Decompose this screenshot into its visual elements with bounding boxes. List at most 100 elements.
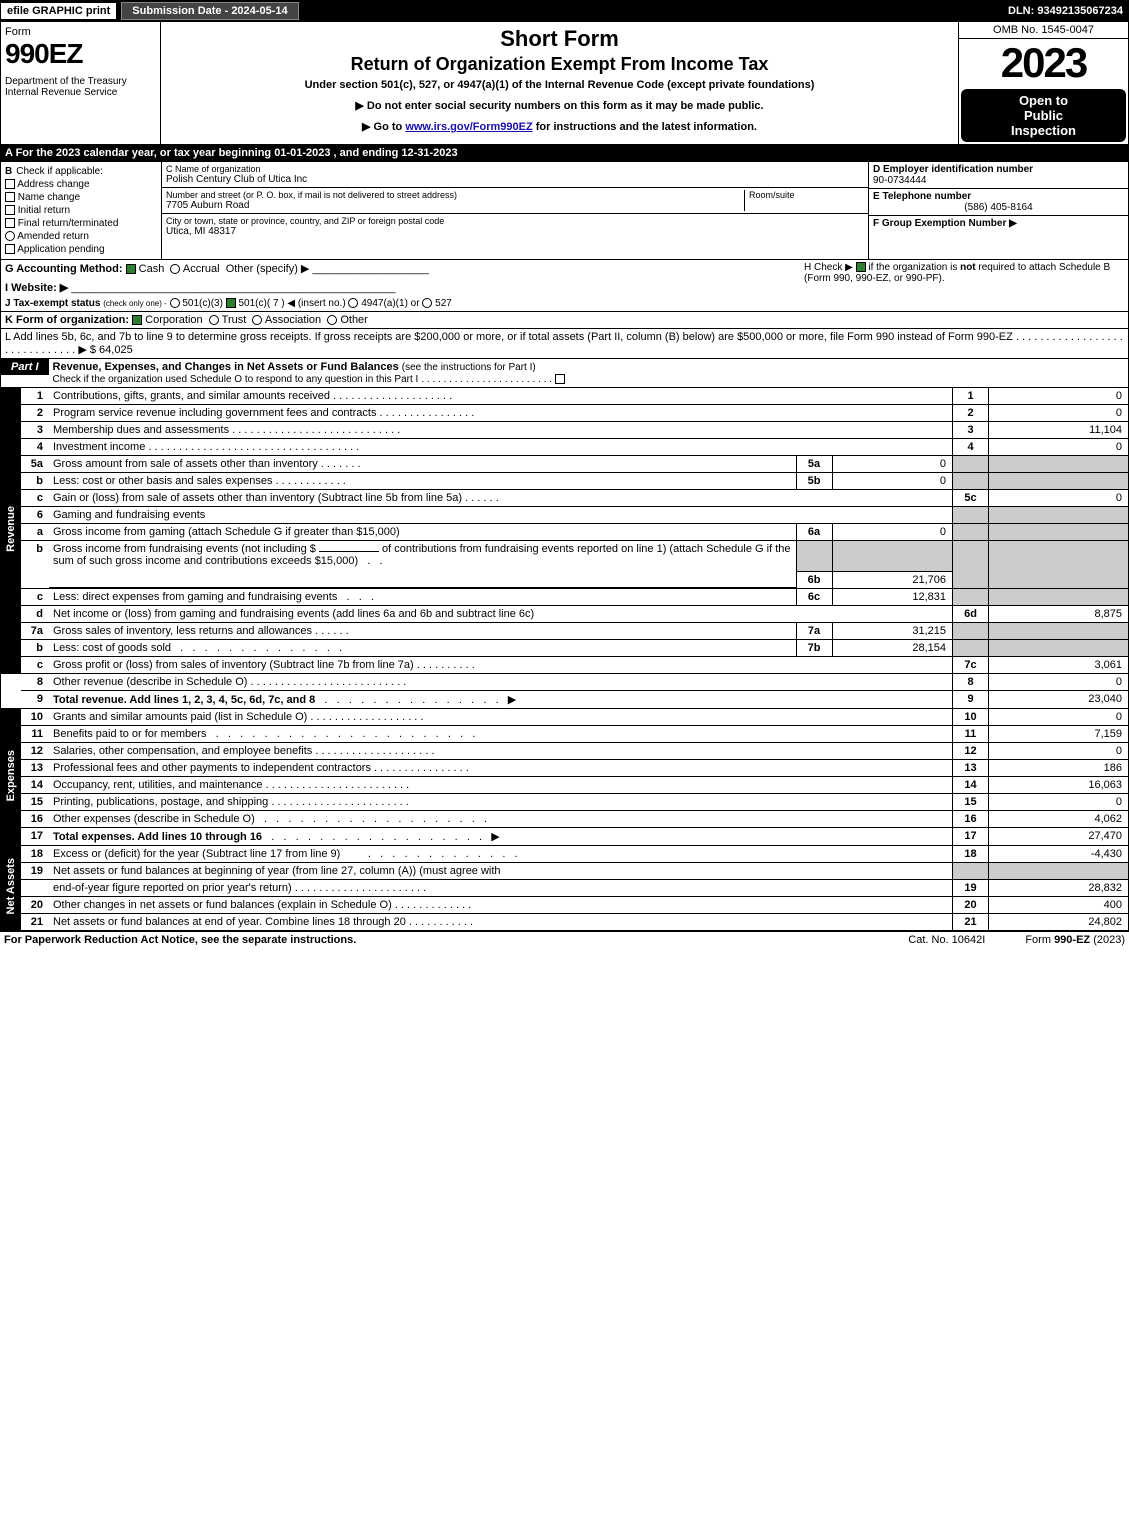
- row-16: 16Other expenses (describe in Schedule O…: [1, 811, 1129, 828]
- f-grp-lbl: F Group Exemption Number ▶: [873, 218, 1017, 229]
- form-header: Form 990EZ Department of the Treasury In…: [0, 22, 1129, 145]
- rb-527[interactable]: [422, 298, 432, 308]
- cb-corp[interactable]: [132, 315, 142, 325]
- row-1: Revenue 1Contributions, gifts, grants, a…: [1, 388, 1129, 405]
- val-3: 11,104: [989, 422, 1129, 439]
- d-ein-lbl: D Employer identification number: [873, 164, 1033, 175]
- row-4: 4Investment income . . . . . . . . . . .…: [1, 439, 1129, 456]
- cb-assoc[interactable]: [252, 315, 262, 325]
- row-6b: b Gross income from fundraising events (…: [1, 541, 1129, 589]
- part1-label: Part I: [1, 359, 49, 375]
- org-city: Utica, MI 48317: [166, 226, 864, 237]
- cb-amended-return[interactable]: Amended return: [5, 231, 157, 242]
- revenue-table: Revenue 1Contributions, gifts, grants, a…: [0, 388, 1129, 709]
- header-left: Form 990EZ Department of the Treasury In…: [1, 22, 161, 144]
- row-14: 14Occupancy, rent, utilities, and mainte…: [1, 777, 1129, 794]
- e-tel: (586) 405-8164: [873, 202, 1124, 213]
- short-form-title: Short Form: [169, 26, 950, 52]
- row-9: 9Total revenue. Add lines 1, 2, 3, 4, 5c…: [1, 691, 1129, 709]
- inspect-l3: Inspection: [963, 123, 1124, 138]
- rb-4947[interactable]: [348, 298, 358, 308]
- tax-year: 2023: [959, 39, 1128, 87]
- cb-initial-return[interactable]: Initial return: [5, 205, 157, 216]
- row-6c: c Less: direct expenses from gaming and …: [1, 589, 1129, 606]
- val-20: 400: [989, 897, 1129, 914]
- b-head: Check if applicable:: [16, 166, 103, 177]
- val-7a: 31,215: [832, 623, 952, 639]
- val-12: 0: [989, 743, 1129, 760]
- val-13: 186: [989, 760, 1129, 777]
- cb-other[interactable]: [327, 315, 337, 325]
- page-footer: For Paperwork Reduction Act Notice, see …: [0, 931, 1129, 948]
- line-h: H Check ▶ if the organization is not req…: [804, 262, 1124, 309]
- cb-501c[interactable]: [226, 298, 236, 308]
- rb-501c3[interactable]: [170, 298, 180, 308]
- line-i: I Website: ▶ ___________________________…: [5, 281, 804, 294]
- row-7b: b Less: cost of goods sold . . . . . . .…: [1, 640, 1129, 657]
- c-street-lbl: Number and street (or P. O. box, if mail…: [166, 190, 744, 200]
- val-21: 24,802: [989, 914, 1129, 931]
- cb-part1-schedo[interactable]: [555, 374, 565, 384]
- row-17: 17Total expenses. Add lines 10 through 1…: [1, 828, 1129, 846]
- cb-sched-b[interactable]: [856, 262, 866, 272]
- line-a: A For the 2023 calendar year, or tax yea…: [0, 145, 1129, 162]
- cb-final-return[interactable]: Final return/terminated: [5, 218, 157, 229]
- form-word: Form: [5, 26, 156, 38]
- val-19: 28,832: [989, 880, 1129, 897]
- box-def: D Employer identification number 90-0734…: [868, 162, 1128, 259]
- cb-accrual[interactable]: [170, 264, 180, 274]
- val-10: 0: [989, 709, 1129, 726]
- row-7c: cGross profit or (loss) from sales of in…: [1, 657, 1129, 674]
- row-3: 3Membership dues and assessments . . . .…: [1, 422, 1129, 439]
- box-bcd: BCheck if applicable: Address change Nam…: [0, 162, 1129, 260]
- val-17: 27,470: [989, 828, 1129, 846]
- cb-name-change[interactable]: Name change: [5, 192, 157, 203]
- row-20: 20Other changes in net assets or fund ba…: [1, 897, 1129, 914]
- c-name-lbl: C Name of organization: [166, 164, 864, 174]
- row-5a: 5a Gross amount from sale of assets othe…: [1, 456, 1129, 473]
- row-8: 8Other revenue (describe in Schedule O) …: [1, 674, 1129, 691]
- org-name: Polish Century Club of Utica Inc: [166, 174, 864, 185]
- cb-cash[interactable]: [126, 264, 136, 274]
- dept-treasury: Department of the Treasury: [5, 76, 156, 87]
- note-goto-suffix: for instructions and the latest informat…: [536, 121, 757, 133]
- line-g: G Accounting Method: Cash Accrual Other …: [5, 262, 804, 275]
- line-l-amount: ▶ $ 64,025: [78, 344, 132, 356]
- irs-label: Internal Revenue Service: [5, 87, 156, 98]
- cb-trust[interactable]: [209, 315, 219, 325]
- note-goto-prefix: ▶ Go to: [362, 121, 405, 133]
- side-expenses: Expenses: [1, 709, 22, 846]
- row-7a: 7a Gross sales of inventory, less return…: [1, 623, 1129, 640]
- row-15: 15Printing, publications, postage, and s…: [1, 794, 1129, 811]
- val-16: 4,062: [989, 811, 1129, 828]
- cb-address-change[interactable]: Address change: [5, 179, 157, 190]
- return-title: Return of Organization Exempt From Incom…: [169, 54, 950, 75]
- val-1: 0: [989, 388, 1129, 405]
- under-section: Under section 501(c), 527, or 4947(a)(1)…: [169, 79, 950, 91]
- part1-inst: (see the instructions for Part I): [402, 362, 536, 373]
- part1-check: Check if the organization used Schedule …: [53, 374, 419, 385]
- val-5a: 0: [832, 456, 952, 472]
- val-9: 23,040: [989, 691, 1129, 709]
- cb-application-pending[interactable]: Application pending: [5, 244, 157, 255]
- val-5b: 0: [832, 473, 952, 489]
- irs-link[interactable]: www.irs.gov/Form990EZ: [405, 121, 532, 133]
- top-bar: efile GRAPHIC print Submission Date - 20…: [0, 0, 1129, 22]
- c-city-lbl: City or town, state or province, country…: [166, 216, 864, 226]
- inspect-l2: Public: [963, 108, 1124, 123]
- row-19a: 19Net assets or fund balances at beginni…: [1, 863, 1129, 880]
- note-ssn: ▶ Do not enter social security numbers o…: [169, 99, 950, 112]
- row-10: Expenses 10Grants and similar amounts pa…: [1, 709, 1129, 726]
- box-c: C Name of organization Polish Century Cl…: [161, 162, 868, 259]
- efile-print-button[interactable]: efile GRAPHIC print: [0, 2, 117, 20]
- inspect-l1: Open to: [963, 93, 1124, 108]
- row-13: 13Professional fees and other payments t…: [1, 760, 1129, 777]
- val-5c: 0: [989, 490, 1129, 507]
- line-j: J Tax-exempt status (check only one) - 5…: [5, 298, 804, 309]
- expenses-table: Expenses 10Grants and similar amounts pa…: [0, 709, 1129, 846]
- org-street: 7705 Auburn Road: [166, 200, 744, 211]
- submission-date-button[interactable]: Submission Date - 2024-05-14: [121, 2, 298, 20]
- val-4: 0: [989, 439, 1129, 456]
- val-6c: 12,831: [832, 589, 952, 605]
- val-18: -4,430: [989, 846, 1129, 863]
